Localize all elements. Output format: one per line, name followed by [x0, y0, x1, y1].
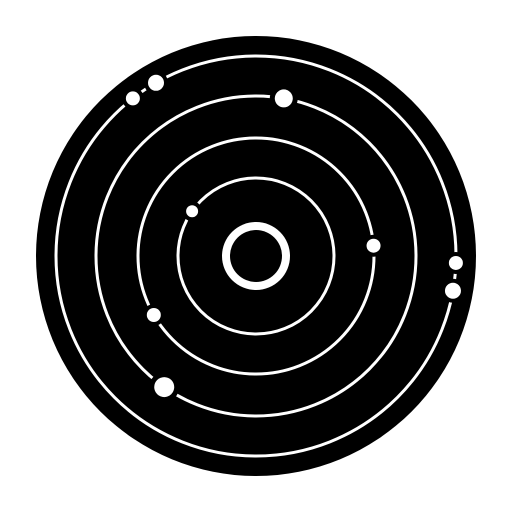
core-inner — [230, 230, 282, 282]
planet-0-0 — [186, 205, 198, 217]
planet-2-0 — [275, 89, 293, 107]
planet-3-0 — [148, 75, 164, 91]
planet-3-1 — [126, 91, 140, 105]
planet-3-2 — [445, 283, 461, 299]
solar-system-icon — [0, 0, 512, 512]
planet-1-1 — [147, 308, 161, 322]
planet-3-3 — [449, 256, 463, 270]
planet-2-1 — [154, 377, 174, 397]
planet-1-0 — [367, 239, 381, 253]
